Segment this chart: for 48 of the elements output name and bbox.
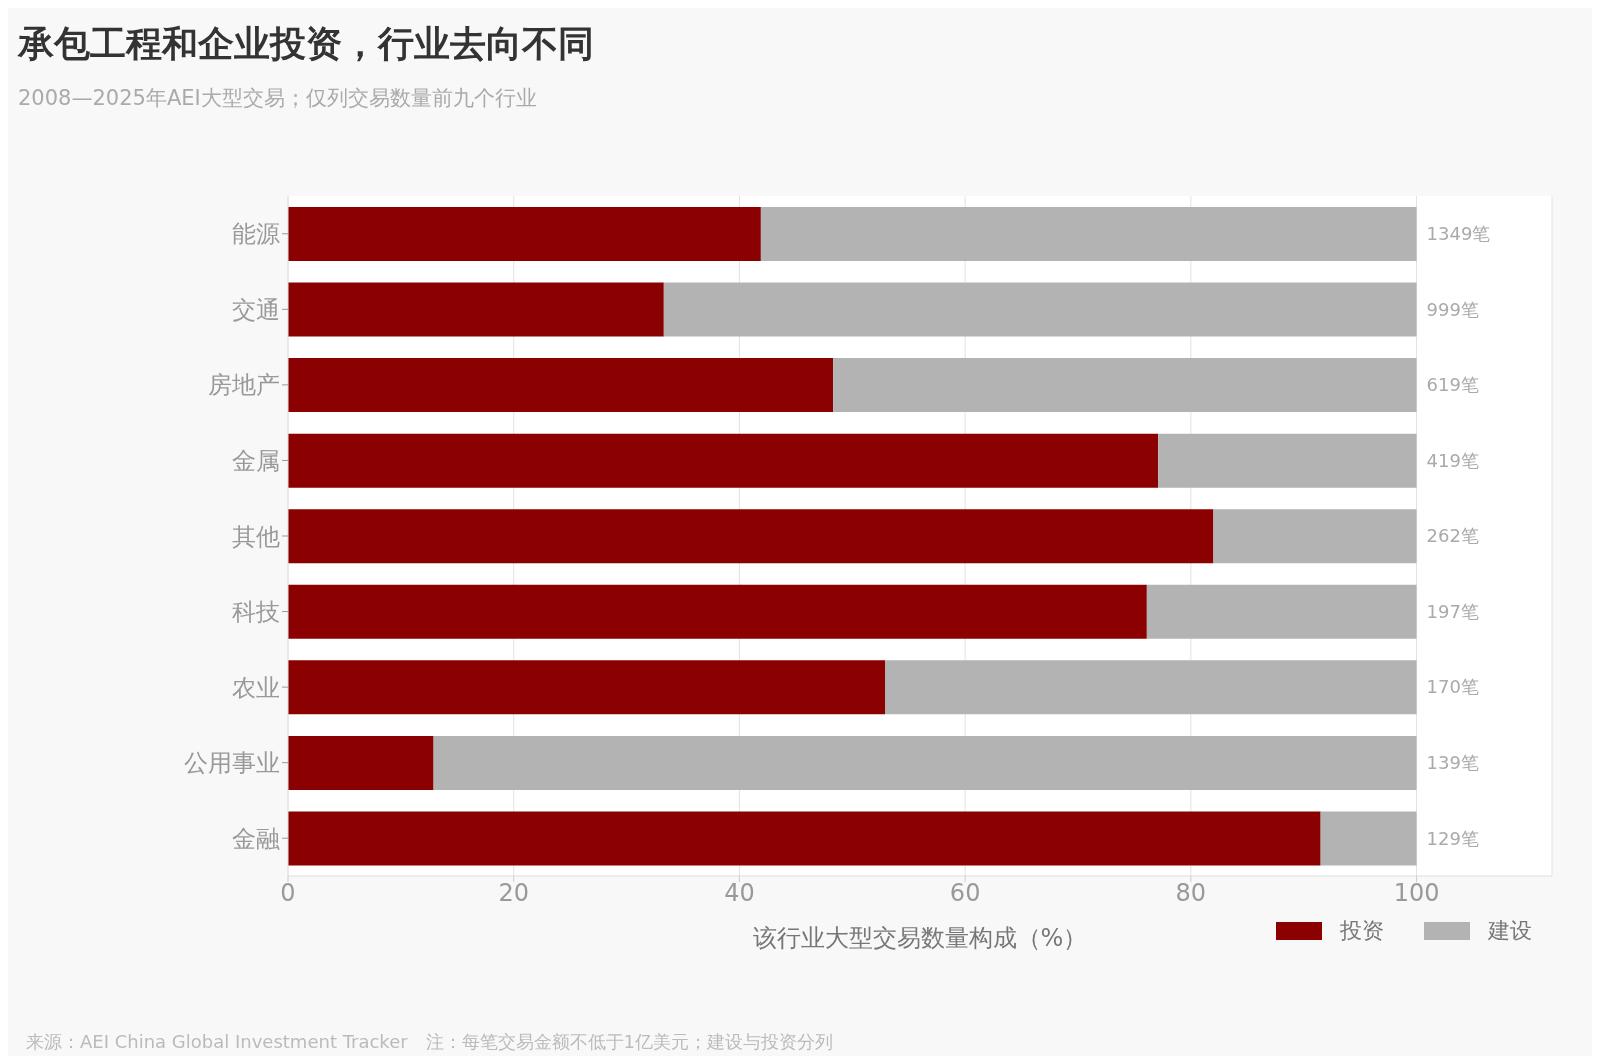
y-tick-label: 其他 <box>232 522 280 551</box>
legend-label: 投资 <box>1340 917 1384 945</box>
bar <box>288 509 1214 564</box>
bar <box>1146 584 1417 639</box>
bar <box>433 735 1417 790</box>
bar <box>1158 433 1417 488</box>
annotation: 170笔 <box>1426 676 1479 698</box>
annotation: 197笔 <box>1426 600 1479 622</box>
bar <box>760 207 1417 261</box>
bar <box>1320 811 1417 866</box>
annotation: 999笔 <box>1426 298 1479 320</box>
annotation: 129笔 <box>1426 827 1479 849</box>
bar <box>833 358 1417 413</box>
y-tick-label: 交通 <box>232 295 280 324</box>
x-tick-label: 60 <box>949 879 981 908</box>
bar <box>1213 509 1417 564</box>
bar <box>885 660 1417 715</box>
bar <box>288 735 434 790</box>
x-tick-label: 80 <box>1175 879 1207 908</box>
y-tick-label: 农业 <box>232 673 280 702</box>
bar <box>288 358 834 413</box>
annotation: 619笔 <box>1426 374 1479 396</box>
annotation: 1349笔 <box>1426 223 1491 245</box>
bar <box>663 282 1417 337</box>
x-tick-label: 0 <box>280 879 296 908</box>
x-tick-label: 40 <box>724 879 755 908</box>
x-tick-label: 20 <box>498 879 529 908</box>
bar <box>288 660 886 715</box>
y-tick-label: 公用事业 <box>184 749 280 778</box>
chart-subtitle: 2008—2025年AEI大型交易；仅列交易数量前九个行业 <box>18 85 537 112</box>
chart-title: 承包工程和企业投资，行业去向不同 <box>18 22 594 66</box>
y-tick-label: 金融 <box>232 824 280 853</box>
x-axis-title: 该行业大型交易数量构成（%） <box>752 924 1088 952</box>
annotation: 419笔 <box>1426 449 1479 471</box>
bar <box>288 207 761 261</box>
y-tick-label: 科技 <box>232 598 280 627</box>
bar <box>288 811 1321 866</box>
annotation: 262笔 <box>1426 525 1479 547</box>
x-tick-label: 100 <box>1393 879 1440 908</box>
y-tick-label: 能源 <box>232 220 280 249</box>
bar <box>288 433 1159 488</box>
bar <box>288 584 1147 639</box>
y-tick-label: 金属 <box>232 446 280 475</box>
legend-label: 建设 <box>1488 917 1532 945</box>
source-note: 来源：AEI China Global Investment Tracker 注：每笔交易金额不低于1亿美元；建设与投资分列 <box>26 1030 834 1054</box>
y-tick-label: 房地产 <box>208 371 280 400</box>
annotation: 139笔 <box>1426 751 1479 773</box>
bar <box>288 282 664 337</box>
